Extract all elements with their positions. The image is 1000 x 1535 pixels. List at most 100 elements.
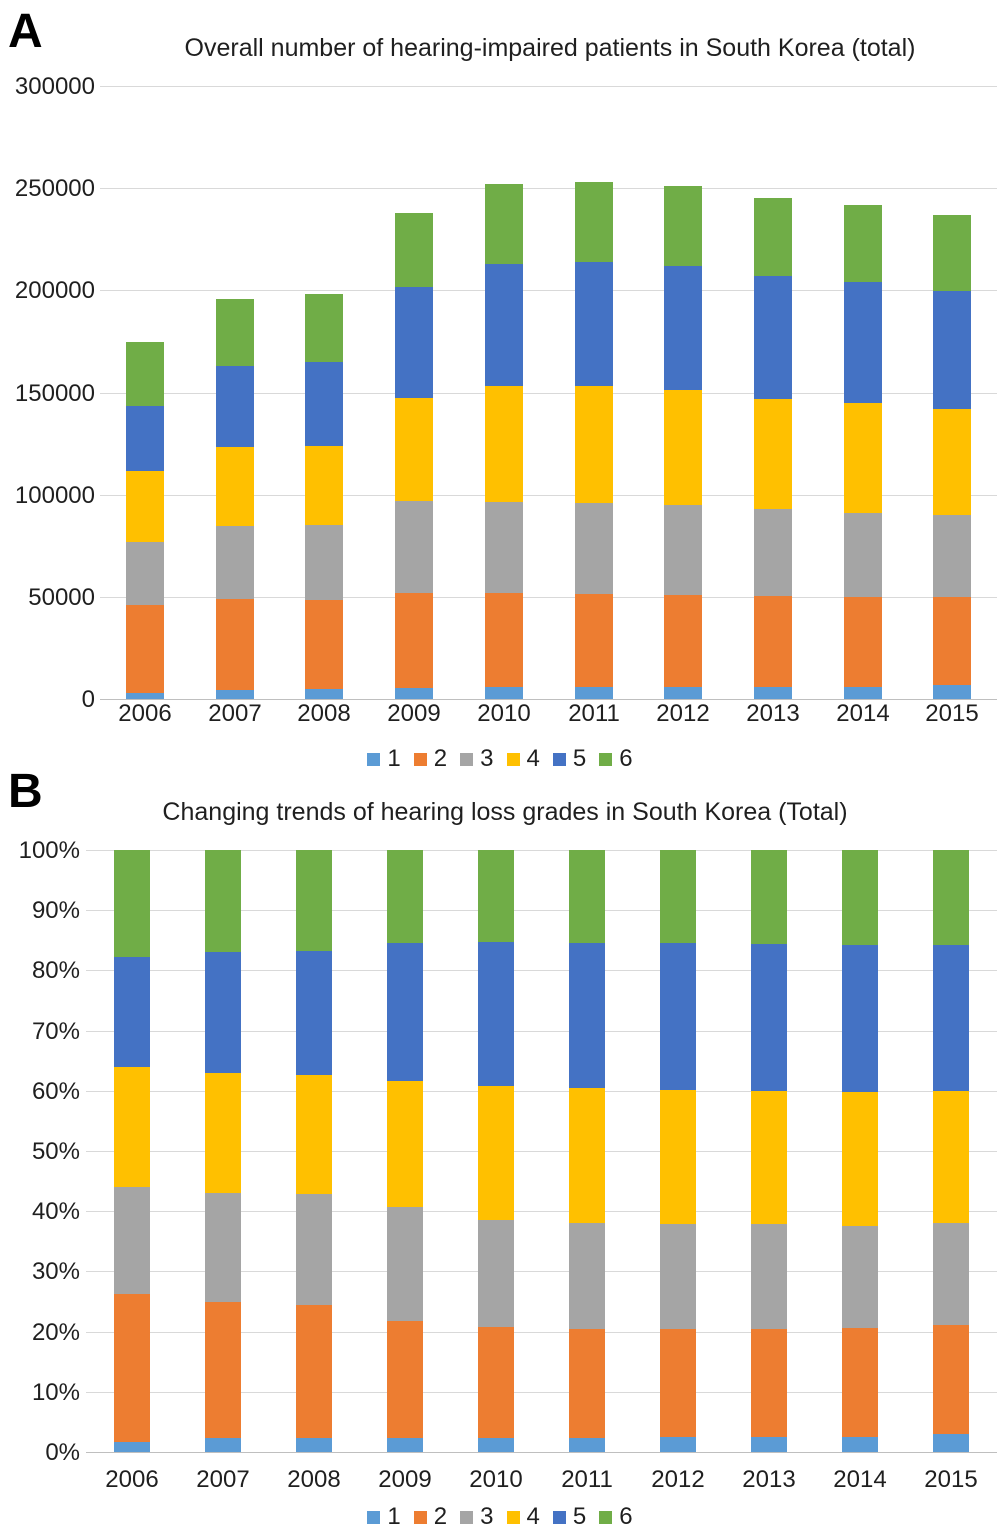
bar-segment-2006-grade6 xyxy=(126,342,164,406)
gridline xyxy=(86,1271,997,1272)
bar-segment-2012-grade6 xyxy=(660,850,696,943)
y-axis-tick-label: 30% xyxy=(31,1258,80,1285)
bar-segment-2006-grade1 xyxy=(126,693,164,699)
panel-b-plot-area: 0% 10% 20% 30% 40% 50% 60% 70% 80% 90% 100% 2006 200… xyxy=(0,780,1000,1508)
y-axis-tick-label: 250000 xyxy=(14,175,95,202)
x-axis-tick-label: 2014 xyxy=(833,1466,887,1493)
legend-item-grade4: 4 xyxy=(506,1505,540,1529)
y-axis-tick-label: 150000 xyxy=(14,380,95,407)
bar-segment-2006-grade5 xyxy=(126,406,164,471)
bar-segment-2009-grade6 xyxy=(387,850,423,943)
bar-segment-2015-grade6 xyxy=(933,850,969,945)
legend-item-grade4: 4 xyxy=(506,747,540,771)
gridline xyxy=(86,1091,997,1092)
bar-segment-2010-grade1 xyxy=(485,687,523,699)
legend-swatch-icon xyxy=(460,1510,474,1524)
bar-segment-2010-grade4 xyxy=(485,386,523,502)
bar-segment-2014-grade5 xyxy=(844,282,882,403)
bar-segment-2011-grade1 xyxy=(575,687,613,699)
bar-segment-2013-grade1 xyxy=(751,1437,787,1452)
bar-segment-2014-grade3 xyxy=(842,1226,878,1328)
panel-a-letter: A xyxy=(8,5,43,58)
legend-label: 2 xyxy=(433,1503,448,1530)
bar-segment-2011-grade4 xyxy=(569,1088,605,1223)
bar-segment-2011-grade3 xyxy=(569,1223,605,1329)
bar-segment-2006-grade3 xyxy=(114,1187,150,1294)
bar-segment-2007-grade1 xyxy=(205,1438,241,1452)
bar-segment-2012-grade4 xyxy=(664,390,702,505)
legend-item-grade2: 2 xyxy=(413,1503,448,1530)
legend-item-grade1: 1 xyxy=(367,1503,401,1530)
y-axis-tick-label: 10% xyxy=(31,1379,80,1406)
legend-swatch-icon xyxy=(460,752,474,766)
bar-segment-2006-grade2 xyxy=(114,1294,150,1442)
x-axis-tick-label: 2009 xyxy=(387,700,441,727)
x-axis-tick-label: 2008 xyxy=(297,700,351,727)
bar-segment-2014-grade4 xyxy=(842,1092,878,1226)
bar-segment-2009-grade2 xyxy=(387,1321,423,1438)
bar-segment-2008-grade4 xyxy=(305,446,343,525)
bar-segment-2014-grade2 xyxy=(844,597,882,687)
legend-item-grade6: 6 xyxy=(599,1505,633,1529)
bar-segment-2007-grade6 xyxy=(216,299,254,366)
gridline xyxy=(86,850,997,851)
y-axis-tick-label: 300000 xyxy=(14,73,95,100)
bar-segment-2008-grade6 xyxy=(305,294,343,362)
panel-b-title: Changing trends of hearing loss grades i… xyxy=(162,798,848,826)
bar-segment-2011-grade4 xyxy=(575,386,613,503)
bar-segment-2008-grade3 xyxy=(305,525,343,600)
x-axis-tick-label: 2010 xyxy=(469,1466,523,1493)
bar-segment-2011-grade2 xyxy=(569,1329,605,1438)
bar-segment-2012-grade3 xyxy=(660,1224,696,1329)
legend-label: 3 xyxy=(480,745,494,772)
gridline xyxy=(100,188,997,189)
bar-segment-2015-grade5 xyxy=(933,945,969,1091)
x-axis-tick-label: 2011 xyxy=(568,700,620,727)
legend-label: 2 xyxy=(433,745,448,772)
bar-segment-2015-grade3 xyxy=(933,515,971,597)
bar-segment-2006-grade4 xyxy=(114,1067,150,1187)
y-axis-tick-label: 50% xyxy=(31,1138,80,1165)
bar-segment-2007-grade2 xyxy=(205,1302,241,1438)
bar-segment-2008-grade1 xyxy=(296,1438,332,1452)
y-axis-tick-label: 0 xyxy=(81,686,95,713)
bar-segment-2013-grade1 xyxy=(754,687,792,699)
gridline xyxy=(100,393,997,394)
bar-segment-2010-grade2 xyxy=(478,1327,514,1438)
bar-segment-2015-grade2 xyxy=(933,1325,969,1434)
bar-segment-2006-grade1 xyxy=(114,1442,150,1452)
bar-segment-2013-grade2 xyxy=(751,1329,787,1437)
panel-a-plot-area: 0 50000 100000 150000 200000 250000 300000 2006… xyxy=(14,73,997,727)
gridline xyxy=(86,1392,997,1393)
bar-segment-2010-grade3 xyxy=(485,502,523,593)
x-axis-line xyxy=(86,1452,997,1453)
bar-segment-2014-grade4 xyxy=(844,403,882,513)
bar-segment-2007-grade3 xyxy=(205,1193,241,1302)
x-axis-tick-label: 2014 xyxy=(836,700,890,727)
y-axis-tick-label: 60% xyxy=(31,1078,80,1105)
bar-segment-2011-grade1 xyxy=(569,1438,605,1452)
bar-segment-2009-grade5 xyxy=(387,943,423,1081)
x-axis-tick-label: 2008 xyxy=(287,1466,341,1493)
legend-item-grade6: 6 xyxy=(599,747,633,771)
legend-swatch-icon xyxy=(552,1510,566,1524)
bar-segment-2007-grade3 xyxy=(216,526,254,599)
bar-segment-2008-grade5 xyxy=(305,362,343,446)
bar-segment-2012-grade1 xyxy=(664,687,702,699)
bar-segment-2015-grade5 xyxy=(933,291,971,409)
bar-segment-2013-grade3 xyxy=(754,509,792,596)
bar-segment-2006-grade2 xyxy=(126,605,164,693)
bar-segment-2006-grade3 xyxy=(126,542,164,605)
bar-segment-2015-grade3 xyxy=(933,1223,969,1325)
y-axis-tick-label: 100000 xyxy=(14,482,95,509)
legend-swatch-icon xyxy=(506,1510,520,1524)
bar-segment-2009-grade4 xyxy=(395,398,433,501)
legend-swatch-icon xyxy=(599,1510,613,1524)
legend-item-grade2: 2 xyxy=(413,745,448,772)
bar-segment-2008-grade4 xyxy=(296,1075,332,1194)
legend-label: 1 xyxy=(387,1503,401,1530)
bar-segment-2015-grade6 xyxy=(933,215,971,291)
legend-item-grade3: 3 xyxy=(460,745,494,772)
bar-segment-2007-grade2 xyxy=(216,599,254,690)
bar-segment-2009-grade6 xyxy=(395,213,433,287)
